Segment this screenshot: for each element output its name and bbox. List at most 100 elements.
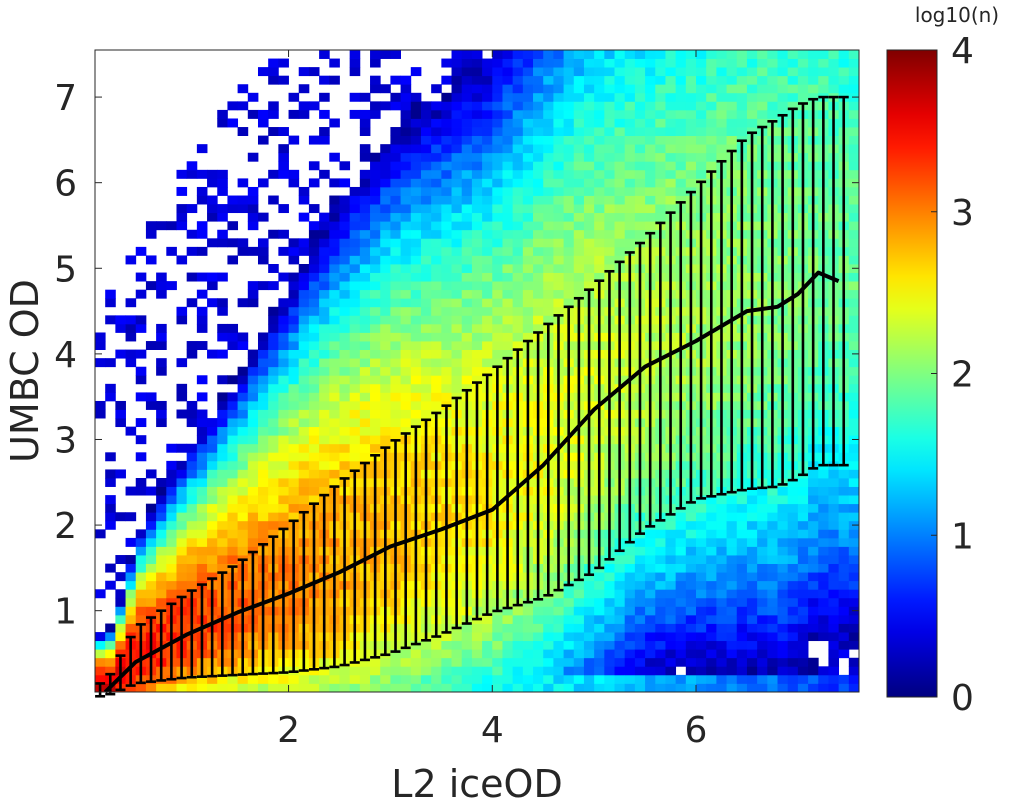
heatmap-cell [696,674,707,684]
heatmap-cell [329,272,340,282]
heatmap-cell [746,84,758,94]
heatmap-cell [349,281,361,291]
heatmap-cell [207,298,218,308]
heatmap-cell [145,597,157,607]
heatmap-cell [268,109,279,119]
heatmap-cell [614,563,626,573]
heatmap-cell [736,495,748,505]
heatmap-cell [482,195,493,205]
heatmap-cell [410,392,422,402]
heatmap-cell [359,674,371,684]
heatmap-cell [359,169,371,179]
heatmap-cell [237,392,249,402]
heatmap-cell [186,161,198,171]
heatmap-cell [257,486,269,496]
heatmap-cell [665,597,677,607]
heatmap-cell [105,512,116,522]
heatmap-cell [533,306,544,316]
heatmap-cell [451,306,463,316]
heatmap-cell [553,614,564,624]
heatmap-cell [583,272,595,282]
heatmap-cell [461,75,473,85]
heatmap-cell [604,632,615,642]
heatmap-cell [818,572,829,582]
heatmap-cell [298,109,310,119]
heatmap-cell [349,264,361,273]
heatmap-cell [543,186,554,196]
heatmap-cell [624,572,636,582]
heatmap-cell [298,674,310,684]
heatmap-cell [757,589,768,599]
heatmap-cell [247,109,259,119]
heatmap-cell [492,315,503,325]
heatmap-cell [685,657,697,667]
heatmap-cell [624,58,636,68]
heatmap-cell [777,503,789,513]
heatmap-cell [563,657,575,667]
heatmap-cell [746,674,758,684]
heatmap-cell [319,323,330,333]
heatmap-cell [319,358,330,368]
heatmap-cell [533,674,544,684]
heatmap-cell [135,572,147,582]
heatmap-cell [329,289,340,299]
heatmap-cell [655,640,666,650]
heatmap-cell [818,495,829,505]
heatmap-cell [308,272,320,282]
heatmap-cell [278,512,289,522]
heatmap-cell [390,674,401,684]
heatmap-cell [217,186,228,196]
heatmap-cell [685,109,697,119]
heatmap-cell [156,323,167,333]
heatmap-cell [634,546,646,556]
heatmap-cell [390,392,401,402]
heatmap-cell [675,546,687,556]
heatmap-cell [675,640,687,650]
heatmap-cell [380,666,391,676]
heatmap-cell [828,520,840,530]
heatmap-cell [420,349,432,359]
heatmap-cell [410,186,422,196]
heatmap-cell [308,469,320,479]
heatmap-cell [685,529,697,539]
heatmap-cell [115,349,126,359]
heatmap-cell [298,281,310,291]
heatmap-cell [696,75,707,85]
heatmap-cell [634,666,646,676]
heatmap-cell [634,572,646,582]
heatmap-cell [848,229,860,239]
heatmap-cell [288,452,300,462]
heatmap-cell [207,435,218,445]
heatmap-cell [492,349,503,359]
heatmap-cell [492,118,503,128]
heatmap-cell [237,127,249,136]
heatmap-cell [370,195,381,205]
heatmap-cell [553,75,564,85]
heatmap-cell [370,298,381,308]
heatmap-cell [726,649,738,659]
heatmap-cell [522,195,534,205]
heatmap-cell [777,101,789,111]
heatmap-cell [380,683,391,693]
heatmap-cell [797,632,809,642]
heatmap-cell [400,118,412,128]
heatmap-cell [359,323,371,333]
heatmap-cell [522,632,534,642]
heatmap-cell [726,563,738,573]
heatmap-cell [512,195,524,205]
heatmap-cell [645,666,656,676]
heatmap-cell [441,58,452,68]
heatmap-cell [247,478,259,487]
heatmap-cell [196,478,208,487]
heatmap-cell [329,341,340,350]
heatmap-cell [818,537,829,547]
heatmap-cell [227,400,239,410]
heatmap-cell [359,246,371,256]
heatmap-cell [156,366,167,376]
heatmap-cell [145,512,157,522]
heatmap-cell [380,238,391,248]
heatmap-cell [573,657,585,667]
heatmap-cell [420,341,432,350]
heatmap-cell [594,169,605,179]
heatmap-cell [370,246,381,256]
